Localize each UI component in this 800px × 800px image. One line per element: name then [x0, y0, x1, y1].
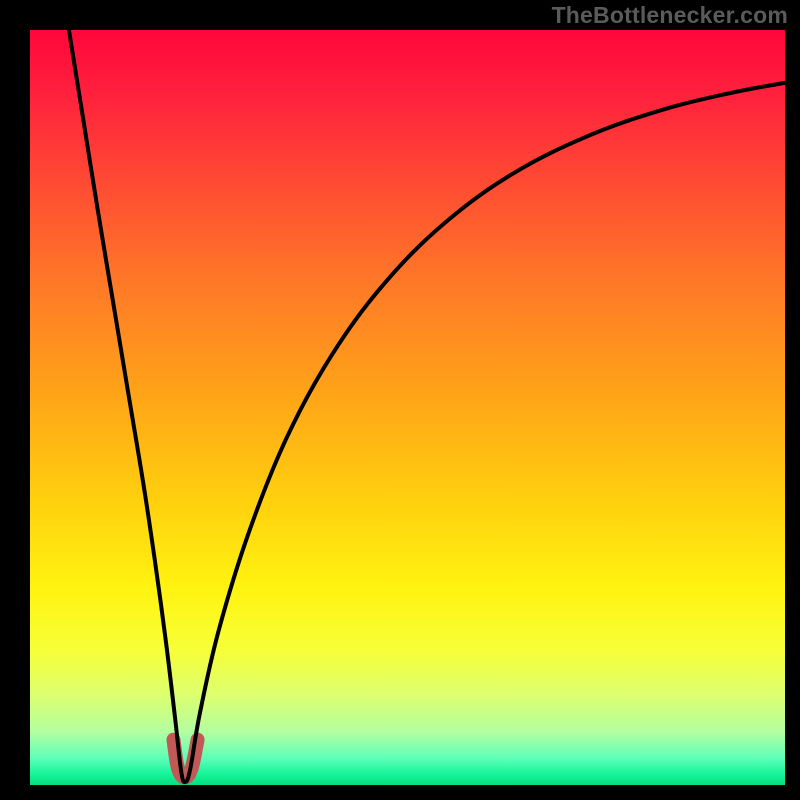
curve-layer — [30, 30, 785, 785]
chart-canvas: TheBottlenecker.com — [0, 0, 800, 800]
source-watermark: TheBottlenecker.com — [552, 2, 788, 29]
bottleneck-curve — [68, 30, 785, 782]
plot-area — [30, 30, 785, 785]
